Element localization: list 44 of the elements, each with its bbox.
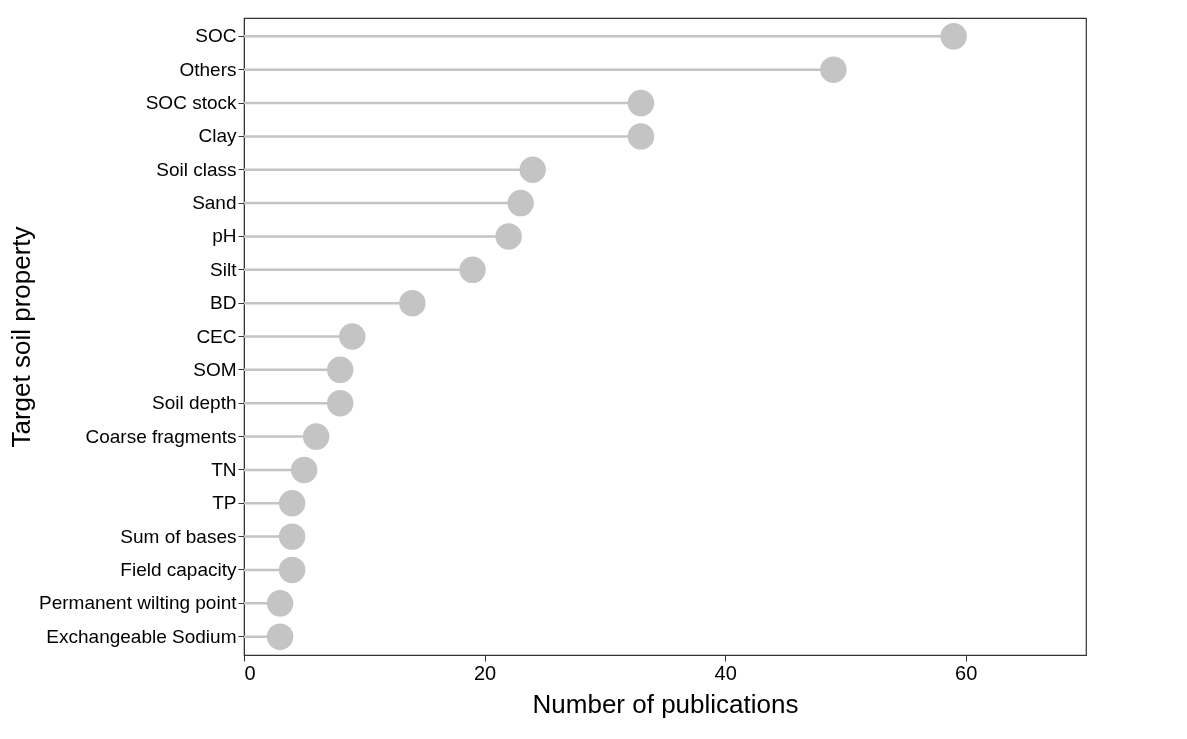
y-tick-label: Soil depth — [151, 392, 237, 414]
y-tick-label: SOC stock — [145, 92, 237, 114]
y-tick-label: BD — [210, 292, 237, 314]
point — [339, 323, 366, 350]
x-tick-label: 40 — [714, 661, 737, 684]
y-tick-label: Others — [179, 58, 237, 80]
point — [820, 56, 847, 83]
point — [627, 123, 655, 150]
point — [302, 423, 330, 450]
point — [507, 189, 534, 217]
point — [327, 390, 354, 417]
y-tick-label: Coarse fragments — [85, 425, 237, 447]
point — [519, 156, 546, 183]
y-tick-label: CEC — [196, 325, 237, 347]
point — [399, 289, 426, 317]
point — [627, 89, 655, 117]
y-tick-label: Sum of bases — [120, 525, 237, 547]
y-tick-label: SOM — [193, 358, 237, 380]
point — [278, 490, 306, 517]
point — [278, 523, 306, 550]
y-tick-label: TP — [212, 492, 237, 514]
y-tick-label: Silt — [210, 258, 238, 280]
y-tick-label: Exchangeable Sodium — [46, 625, 237, 647]
point — [266, 623, 294, 650]
point — [278, 556, 306, 584]
x-tick-label: 0 — [244, 661, 256, 684]
y-tick-label: Sand — [192, 192, 237, 214]
point — [459, 256, 486, 283]
x-tick-label: 60 — [955, 661, 978, 684]
y-tick-label: pH — [212, 225, 237, 247]
y-tick-label: Soil class — [156, 158, 237, 180]
y-tick-label: TN — [211, 458, 237, 480]
point — [940, 23, 967, 50]
y-tick-label: Field capacity — [120, 558, 237, 580]
x-tick-label: 20 — [473, 661, 497, 684]
point — [266, 590, 294, 617]
y-tick-label: Permanent wilting point — [39, 592, 238, 614]
y-tick-label: SOC — [195, 25, 237, 47]
x-axis-title: Number of publications — [532, 688, 799, 719]
y-tick-label: Clay — [198, 125, 237, 147]
point — [327, 356, 354, 384]
y-axis-title: Target soil property — [5, 226, 36, 448]
point — [495, 223, 522, 250]
point — [290, 456, 318, 484]
